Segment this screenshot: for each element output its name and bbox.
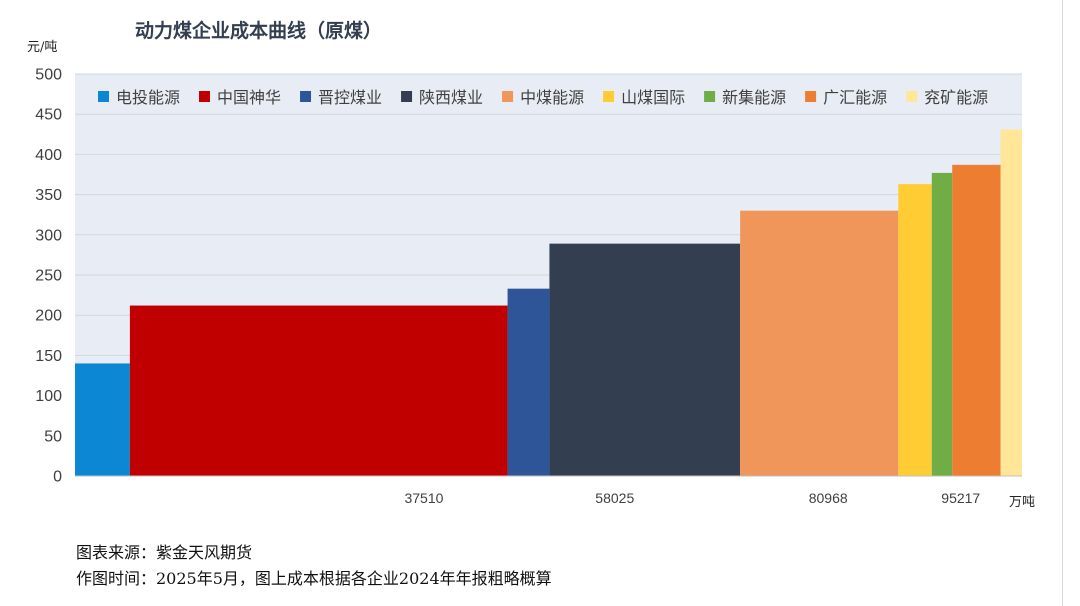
bar-7 (931, 172, 953, 476)
legend-swatch (603, 91, 615, 102)
bar-5 (740, 210, 899, 476)
legend-swatch (401, 91, 413, 102)
legend-swatch (805, 91, 817, 102)
y-tick-label: 50 (44, 428, 62, 445)
legend-label: 新集能源 (722, 88, 786, 107)
y-tick-label: 300 (35, 227, 62, 244)
y-tick-label: 350 (35, 187, 62, 204)
chart-title: 动力煤企业成本曲线（原煤） (135, 19, 382, 42)
bar-9 (1000, 129, 1022, 476)
x-tick-label: 58025 (595, 490, 634, 506)
legend-label: 晋控煤业 (318, 88, 382, 107)
footer-source: 图表来源：紫金天风期货 (76, 543, 253, 562)
legend-label: 中煤能源 (520, 88, 584, 107)
legend-label: 中国神华 (217, 88, 281, 107)
bar-6 (898, 184, 932, 476)
bars-group (75, 129, 1022, 477)
x-tick-label: 95217 (941, 490, 980, 506)
x-tick-label: 37510 (404, 490, 443, 506)
y-tick-label: 500 (35, 67, 62, 84)
legend-swatch (502, 91, 514, 102)
legend-swatch (199, 91, 211, 102)
bar-1 (75, 363, 130, 476)
legend-swatch (300, 91, 312, 102)
bar-8 (952, 164, 1001, 477)
y-tick-label: 400 (35, 147, 62, 164)
legend-swatch (704, 91, 716, 102)
bar-3 (507, 288, 550, 476)
legend-label: 广汇能源 (823, 88, 887, 107)
y-tick-label: 450 (35, 107, 62, 124)
y-tick-labels: 0 50 100 150 200 250 300 350 400 450 500 (35, 67, 62, 486)
y-tick-label: 250 (35, 268, 62, 285)
legend-label: 山煤国际 (621, 88, 685, 107)
y-tick-label: 100 (35, 388, 62, 405)
legend-swatch (98, 91, 109, 102)
y-tick-label: 200 (35, 308, 62, 325)
x-tick-labels: 37510 58025 80968 95217 (404, 490, 980, 506)
x-axis-unit: 万吨 (1009, 495, 1035, 510)
legend-label: 兖矿能源 (924, 88, 988, 107)
legend: 电投能源 中国神华 晋控煤业 陕西煤业 中煤能源 山煤国际 新集能源 广汇能源 兖矿能源 (98, 88, 988, 107)
legend-label: 电投能源 (116, 88, 180, 107)
legend-swatch (906, 91, 918, 102)
x-tick-label: 80968 (809, 490, 848, 506)
y-axis-unit: 元/吨 (27, 40, 57, 55)
right-border (1062, 0, 1063, 606)
footer-note: 作图时间：2025年5月，图上成本根据各企业2024年年报粗略概算 (76, 569, 552, 588)
bar-2 (129, 305, 508, 476)
y-tick-label: 0 (53, 469, 62, 486)
bar-4 (549, 243, 741, 476)
legend-label: 陕西煤业 (419, 88, 483, 107)
y-tick-label: 150 (35, 348, 62, 365)
